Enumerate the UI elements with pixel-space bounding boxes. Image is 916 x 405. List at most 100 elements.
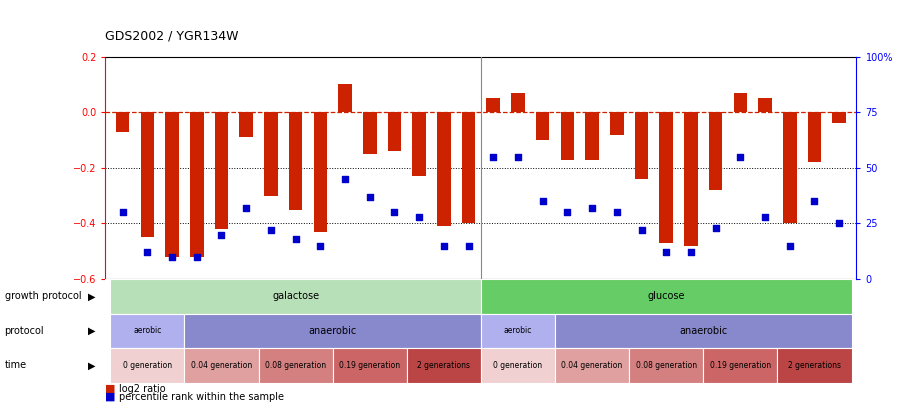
Bar [758,98,772,112]
Text: glucose: glucose [648,291,685,301]
Point [510,153,525,160]
Point [560,209,574,215]
Bar [660,112,673,243]
Bar [734,93,747,112]
Bar [833,112,846,124]
Bar [635,112,649,179]
Bar [783,112,797,224]
Text: percentile rank within the sample: percentile rank within the sample [119,392,284,402]
Point [165,254,180,260]
Point [313,243,328,249]
Bar [140,112,154,237]
Text: anaerobic: anaerobic [309,326,356,336]
Bar [115,112,129,132]
Bar [165,112,179,257]
Text: aerobic: aerobic [504,326,532,335]
Point [140,249,155,256]
Point [634,227,649,233]
Bar [511,93,525,112]
Point [338,176,353,182]
Bar [239,112,253,137]
Text: ■: ■ [105,384,115,394]
Text: aerobic: aerobic [133,326,161,335]
Point [485,153,500,160]
Point [387,209,402,215]
Point [437,243,452,249]
Bar [214,112,228,229]
Bar [536,112,550,140]
Text: 0.04 generation: 0.04 generation [191,361,252,370]
Bar [110,348,184,383]
Bar [184,313,481,348]
Bar [110,279,481,313]
Bar [313,112,327,232]
Point [609,209,624,215]
Point [659,249,673,256]
Point [289,236,303,242]
Point [535,198,550,205]
Bar [110,313,184,348]
Text: log2 ratio: log2 ratio [119,384,166,394]
Text: GDS2002 / YGR134W: GDS2002 / YGR134W [105,30,239,43]
Point [584,205,599,211]
Bar [610,112,624,134]
Text: ■: ■ [105,392,115,402]
Bar [338,85,352,112]
Point [832,220,846,227]
Bar [387,112,401,151]
Text: 0.19 generation: 0.19 generation [339,361,400,370]
Bar [684,112,698,246]
Point [708,225,723,231]
Point [758,213,772,220]
Point [683,249,698,256]
Text: 0.08 generation: 0.08 generation [265,361,326,370]
Text: 0.08 generation: 0.08 generation [636,361,697,370]
Bar [555,313,852,348]
Text: ▶: ▶ [88,291,95,301]
Text: 2 generations: 2 generations [788,361,841,370]
Bar [363,112,376,154]
Bar [437,112,451,226]
Point [115,209,130,215]
Bar [778,348,852,383]
Bar [289,112,302,209]
Text: ▶: ▶ [88,360,95,371]
Point [239,205,254,211]
Bar [462,112,475,224]
Text: ▶: ▶ [88,326,95,336]
Bar [412,112,426,176]
Text: 0 generation: 0 generation [123,361,172,370]
Bar [258,348,333,383]
Text: anaerobic: anaerobic [679,326,727,336]
Bar [629,348,703,383]
Text: 0.04 generation: 0.04 generation [562,361,623,370]
Point [412,213,427,220]
Bar [486,98,500,112]
Bar [184,348,258,383]
Point [462,243,476,249]
Point [807,198,822,205]
Bar [407,348,481,383]
Text: growth protocol: growth protocol [5,291,82,301]
Text: 2 generations: 2 generations [418,361,470,370]
Bar [561,112,574,160]
Point [190,254,204,260]
Bar [709,112,723,190]
Text: galactose: galactose [272,291,319,301]
Bar [481,348,555,383]
Bar [264,112,278,196]
Text: 0.19 generation: 0.19 generation [710,361,771,370]
Bar [703,348,778,383]
Text: protocol: protocol [5,326,44,336]
Bar [585,112,599,160]
Point [782,243,797,249]
Point [733,153,747,160]
Text: time: time [5,360,27,371]
Bar [190,112,203,257]
Point [264,227,278,233]
Bar [333,348,407,383]
Bar [555,348,629,383]
Bar [481,279,852,313]
Bar [481,313,555,348]
Point [363,194,377,200]
